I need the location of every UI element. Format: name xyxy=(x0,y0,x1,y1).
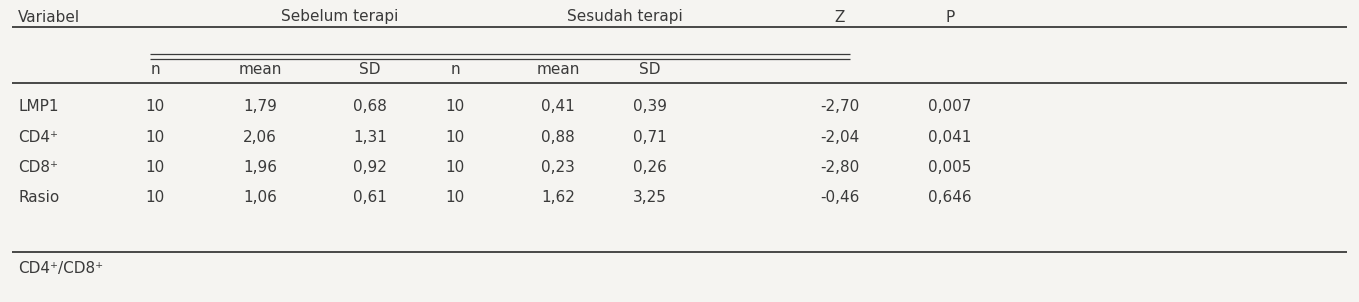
Text: -2,80: -2,80 xyxy=(821,159,860,175)
Text: 0,88: 0,88 xyxy=(541,130,575,146)
Text: 10: 10 xyxy=(446,159,465,175)
Text: Rasio: Rasio xyxy=(18,189,60,204)
Text: Z: Z xyxy=(834,9,845,24)
Text: 1,96: 1,96 xyxy=(243,159,277,175)
Text: 0,041: 0,041 xyxy=(928,130,972,146)
Text: 10: 10 xyxy=(446,189,465,204)
Text: LMP1: LMP1 xyxy=(18,99,58,114)
Text: n: n xyxy=(450,63,459,78)
Text: mean: mean xyxy=(238,63,281,78)
Text: 10: 10 xyxy=(446,99,465,114)
Text: -0,46: -0,46 xyxy=(821,189,860,204)
Text: Sesudah terapi: Sesudah terapi xyxy=(567,9,682,24)
Text: 0,646: 0,646 xyxy=(928,189,972,204)
Text: 10: 10 xyxy=(446,130,465,146)
Text: Variabel: Variabel xyxy=(18,9,80,24)
Text: 0,005: 0,005 xyxy=(928,159,972,175)
Text: -2,04: -2,04 xyxy=(821,130,860,146)
Text: 10: 10 xyxy=(145,189,164,204)
Text: SD: SD xyxy=(359,63,381,78)
Text: 3,25: 3,25 xyxy=(633,189,667,204)
Text: SD: SD xyxy=(639,63,660,78)
Text: CD8⁺: CD8⁺ xyxy=(18,159,58,175)
Text: 0,41: 0,41 xyxy=(541,99,575,114)
Text: 0,39: 0,39 xyxy=(633,99,667,114)
Text: 0,23: 0,23 xyxy=(541,159,575,175)
Text: mean: mean xyxy=(537,63,580,78)
Text: 10: 10 xyxy=(145,159,164,175)
Text: 0,26: 0,26 xyxy=(633,159,667,175)
Text: -2,70: -2,70 xyxy=(821,99,860,114)
Text: n: n xyxy=(151,63,160,78)
Text: 0,007: 0,007 xyxy=(928,99,972,114)
Text: 0,68: 0,68 xyxy=(353,99,387,114)
Text: CD4⁺: CD4⁺ xyxy=(18,130,58,146)
Text: 1,79: 1,79 xyxy=(243,99,277,114)
Text: 10: 10 xyxy=(145,130,164,146)
Text: 1,31: 1,31 xyxy=(353,130,387,146)
Text: CD4⁺/CD8⁺: CD4⁺/CD8⁺ xyxy=(18,261,103,275)
Text: P: P xyxy=(946,9,954,24)
Text: 0,92: 0,92 xyxy=(353,159,387,175)
Text: Sebelum terapi: Sebelum terapi xyxy=(281,9,398,24)
Text: 1,62: 1,62 xyxy=(541,189,575,204)
Text: 2,06: 2,06 xyxy=(243,130,277,146)
Text: 0,61: 0,61 xyxy=(353,189,387,204)
Text: 0,71: 0,71 xyxy=(633,130,667,146)
Text: 1,06: 1,06 xyxy=(243,189,277,204)
Text: 10: 10 xyxy=(145,99,164,114)
